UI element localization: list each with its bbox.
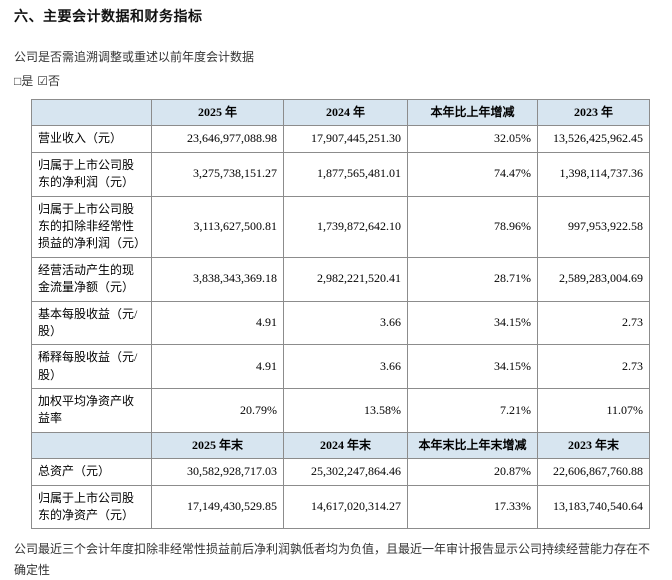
value-cell-change: 7.21%: [407, 388, 538, 433]
value-cell-change: 20.87%: [407, 458, 538, 486]
header-yoy-change: 本年比上年增减: [407, 98, 538, 127]
value-cell-change: 78.96%: [407, 195, 538, 258]
value-cell-2023: 13,183,740,540.64: [537, 484, 650, 530]
value-cell-2025: 4.91: [151, 344, 284, 390]
value-cell-2023: 997,953,922.58: [537, 195, 650, 258]
table-row-total-assets: 总资产（元） 30,582,928,717.03 25,302,247,864.…: [31, 458, 650, 486]
header-yearend-2024: 2024 年末: [283, 431, 408, 460]
value-cell-2025: 17,149,430,529.85: [151, 484, 284, 530]
header-empty-cell: [31, 98, 152, 127]
value-cell-2024: 3.66: [283, 344, 408, 390]
value-cell-2025: 23,646,977,088.98: [151, 125, 284, 153]
table-row-diluted-eps: 稀释每股收益（元/股） 4.91 3.66 34.15% 2.73: [31, 344, 650, 390]
checkbox-checked-icon: ☑: [37, 74, 49, 88]
row-label-cell: 基本每股收益（元/股）: [31, 300, 152, 346]
header-yearend-2025: 2025 年末: [151, 431, 284, 460]
value-cell-2023: 2.73: [537, 300, 650, 346]
value-cell-2024: 1,877,565,481.01: [283, 151, 408, 197]
value-cell-change: 34.15%: [407, 300, 538, 346]
row-label-cell: 稀释每股收益（元/股）: [31, 344, 152, 390]
footer-note: 公司最近三个会计年度扣除非经常性损益前后净利润孰低者均为负值，且最近一年审计报告…: [14, 542, 651, 577]
table-row-revenue: 营业收入（元） 23,646,977,088.98 17,907,445,251…: [31, 125, 650, 153]
table-row-basic-eps: 基本每股收益（元/股） 4.91 3.66 34.15% 2.73: [31, 300, 650, 346]
row-label-cell: 经营活动产生的现金流量净额（元）: [31, 256, 152, 302]
value-cell-2024: 25,302,247,864.46: [283, 458, 408, 486]
value-cell-2023: 2.73: [537, 344, 650, 390]
checkbox-yes-label: 是: [21, 74, 34, 88]
value-cell-2024: 13.58%: [283, 388, 408, 433]
row-label-cell: 归属于上市公司股东的净利润（元）: [31, 151, 152, 197]
value-cell-2023: 13,526,425,962.45: [537, 125, 650, 153]
table-row-operating-cash-flow: 经营活动产生的现金流量净额（元） 3,838,343,369.18 2,982,…: [31, 256, 650, 302]
checkbox-no-label: 否: [48, 74, 61, 88]
restatement-question: 公司是否需追溯调整或重述以前年度会计数据: [14, 50, 255, 64]
header-year-2025: 2025 年: [151, 98, 284, 127]
table-row-net-profit-excl-nonrecurring: 归属于上市公司股东的扣除非经常性损益的净利润（元） 3,113,627,500.…: [31, 195, 650, 258]
header-empty-cell: [31, 431, 152, 460]
financial-indicators-table: 2025 年 2024 年 本年比上年增减 2023 年 营业收入（元） 23,…: [31, 98, 650, 530]
table-row-weighted-avg-roe: 加权平均净资产收益率 20.79% 13.58% 7.21% 11.07%: [31, 388, 650, 433]
row-label-cell: 归属于上市公司股东的扣除非经常性损益的净利润（元）: [31, 195, 152, 258]
value-cell-2024: 14,617,020,314.27: [283, 484, 408, 530]
value-cell-2023: 2,589,283,004.69: [537, 256, 650, 302]
header-year-2024: 2024 年: [283, 98, 408, 127]
annual-header-row: 2025 年 2024 年 本年比上年增减 2023 年: [31, 98, 650, 127]
checkbox-no: ☑否: [37, 74, 60, 88]
value-cell-change: 32.05%: [407, 125, 538, 153]
header-yearend-2023: 2023 年末: [537, 431, 650, 460]
section-title: 六、主要会计数据和财务指标: [14, 10, 203, 25]
value-cell-2025: 20.79%: [151, 388, 284, 433]
value-cell-2024: 17,907,445,251.30: [283, 125, 408, 153]
row-label-cell: 加权平均净资产收益率: [31, 388, 152, 433]
checkbox-row: □是 ☑否: [14, 72, 658, 89]
header-year-2023: 2023 年: [537, 98, 650, 127]
value-cell-change: 17.33%: [407, 484, 538, 530]
value-cell-change: 34.15%: [407, 344, 538, 390]
value-cell-2025: 30,582,928,717.03: [151, 458, 284, 486]
header-yearend-change: 本年末比上年末增减: [407, 431, 538, 460]
row-label-cell: 总资产（元）: [31, 458, 152, 486]
value-cell-2023: 11.07%: [537, 388, 650, 433]
value-cell-2024: 3.66: [283, 300, 408, 346]
value-cell-2025: 3,275,738,151.27: [151, 151, 284, 197]
value-cell-change: 74.47%: [407, 151, 538, 197]
value-cell-2025: 3,113,627,500.81: [151, 195, 284, 258]
checkbox-unchecked-icon: □: [14, 74, 22, 88]
table-row-net-assets: 归属于上市公司股东的净资产（元） 17,149,430,529.85 14,61…: [31, 484, 650, 530]
row-label-cell: 营业收入（元）: [31, 125, 152, 153]
yearend-header-row: 2025 年末 2024 年末 本年末比上年末增减 2023 年末: [31, 431, 650, 460]
row-label-cell: 归属于上市公司股东的净资产（元）: [31, 484, 152, 530]
value-cell-change: 28.71%: [407, 256, 538, 302]
checkbox-yes: □是: [14, 74, 33, 88]
value-cell-2025: 4.91: [151, 300, 284, 346]
value-cell-2025: 3,838,343,369.18: [151, 256, 284, 302]
value-cell-2023: 22,606,867,760.88: [537, 458, 650, 486]
value-cell-2024: 2,982,221,520.41: [283, 256, 408, 302]
table-row-net-profit: 归属于上市公司股东的净利润（元） 3,275,738,151.27 1,877,…: [31, 151, 650, 197]
value-cell-2023: 1,398,114,737.36: [537, 151, 650, 197]
value-cell-2024: 1,739,872,642.10: [283, 195, 408, 258]
